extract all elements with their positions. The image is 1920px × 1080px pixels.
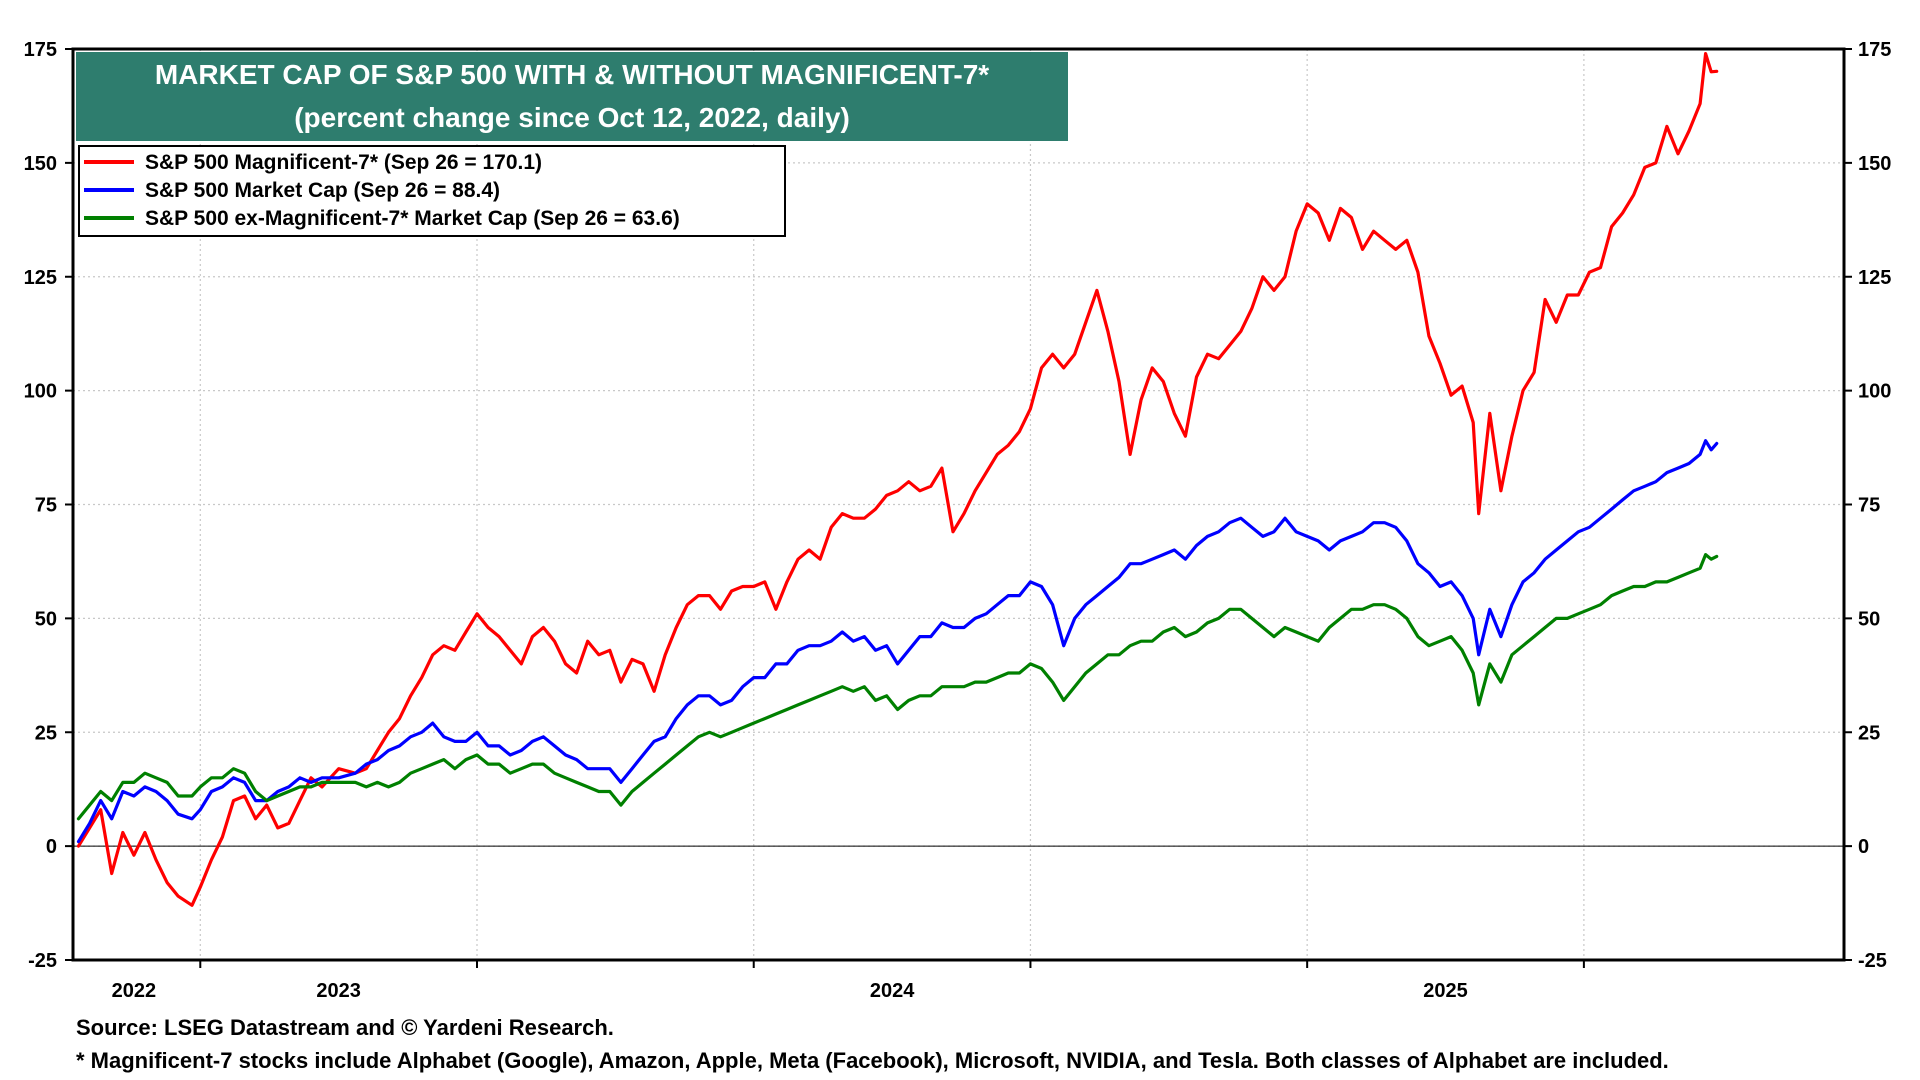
x-tick-label: 2024 <box>870 980 915 1002</box>
y-tick-label-left: 25 <box>35 722 57 744</box>
footnote: * Magnificent-7 stocks include Alphabet … <box>76 1048 1669 1073</box>
y-tick-label-left: 150 <box>24 153 57 175</box>
y-tick-label-right: 150 <box>1858 153 1891 175</box>
y-tick-label-right: 125 <box>1858 267 1891 289</box>
y-tick-label-right: 0 <box>1858 836 1869 858</box>
y-tick-label-left: 75 <box>35 495 57 517</box>
chart-title: MARKET CAP OF S&P 500 WITH & WITHOUT MAG… <box>155 59 989 90</box>
legend: S&P 500 Magnificent-7* (Sep 26 = 170.1) … <box>78 145 786 237</box>
axis-ticks: -25 -25 0 0 25 25 50 50 75 75 100 100 125 125 150 150 17… <box>24 39 1892 1002</box>
source-note: Source: LSEG Datastream and © Yardeni Re… <box>76 1015 614 1040</box>
series-line-magnificent-7 <box>76 52 1719 907</box>
x-tick-label: 2022 <box>112 980 157 1002</box>
y-tick-label-right: 75 <box>1858 495 1880 517</box>
y-tick-label-left: 0 <box>46 836 57 858</box>
y-tick-label-left: -25 <box>28 950 57 972</box>
series-line-sp500 <box>76 439 1719 844</box>
title-box: MARKET CAP OF S&P 500 WITH & WITHOUT MAG… <box>76 52 1068 141</box>
legend-label-sp500: S&P 500 Market Cap (Sep 26 = 88.4) <box>145 179 500 202</box>
y-tick-label-left: 50 <box>35 608 57 630</box>
legend-label-mag7: S&P 500 Magnificent-7* (Sep 26 = 170.1) <box>145 151 542 174</box>
y-tick-label-left: 125 <box>24 267 57 289</box>
legend-label-ex-mag7: S&P 500 ex-Magnificent-7* Market Cap (Se… <box>145 207 680 230</box>
series-line-ex-magnificent-7 <box>76 553 1719 821</box>
title-background <box>76 52 1068 141</box>
y-tick-label-right: 50 <box>1858 608 1880 630</box>
series-lines <box>76 52 1719 907</box>
legend-box <box>78 145 786 237</box>
x-tick-label: 2025 <box>1423 980 1468 1002</box>
y-tick-label-left: 175 <box>24 39 57 61</box>
chart-subtitle: (percent change since Oct 12, 2022, dail… <box>294 102 850 133</box>
x-tick-label: 2023 <box>316 980 361 1002</box>
y-tick-label-right: 175 <box>1858 39 1891 61</box>
y-tick-label-right: 25 <box>1858 722 1880 744</box>
y-tick-label-left: 100 <box>24 381 57 403</box>
y-tick-label-right: 100 <box>1858 381 1891 403</box>
y-tick-label-right: -25 <box>1858 950 1887 972</box>
